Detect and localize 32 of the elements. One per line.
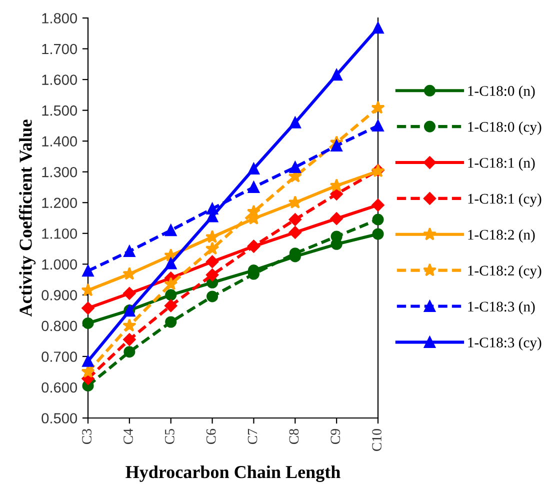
legend-label: 1-C18:2 (n) (468, 229, 535, 243)
y-tick-label: 1.200 (42, 198, 78, 208)
y-axis-title: Activity Coefficient Value (18, 120, 36, 317)
y-tick-label: 0.600 (42, 382, 78, 393)
x-tick-label: C7 (248, 428, 258, 444)
legend-label: 1-C18:3 (n) (468, 301, 535, 314)
y-tick-label: 1.500 (42, 105, 78, 116)
legend-label: 1-C18:1 (cy) (468, 193, 542, 207)
x-axis-title: Hydrocarbon Chain Length (126, 465, 340, 482)
x-tick-label: C8 (289, 428, 299, 444)
y-tick-label: 1.600 (42, 74, 78, 85)
y-tick-label: 0.900 (42, 290, 78, 300)
x-tick-label: C4 (124, 428, 133, 444)
legend-label: 1-C18:0 (cy) (468, 122, 542, 135)
y-tick-label: 0.800 (42, 320, 78, 332)
x-tick-label: C3 (82, 428, 92, 444)
x-tick-label: C6 (206, 428, 216, 444)
y-tick-label: 0.700 (42, 352, 78, 362)
y-tick-label: 1.100 (42, 228, 78, 239)
y-tick-label: 1.300 (42, 166, 78, 178)
legend-label: 1-C18:2 (cy) (468, 265, 542, 279)
legend-label: 1-C18:3 (cy) (468, 337, 542, 350)
y-tick-label: 1.000 (42, 259, 78, 270)
x-tick-label: C5 (165, 428, 174, 444)
y-tick-label: 1.800 (42, 13, 78, 24)
x-tick-label: C10 (372, 428, 382, 451)
y-tick-label: 1.700 (42, 44, 78, 54)
y-tick-label: 0.500 (42, 413, 78, 424)
y-tick-label: 1.400 (42, 136, 78, 147)
x-tick-label: C9 (330, 428, 340, 444)
legend-label: 1-C18:0 (n) (468, 86, 535, 99)
legend-label: 1-C18:1 (n) (468, 158, 535, 171)
